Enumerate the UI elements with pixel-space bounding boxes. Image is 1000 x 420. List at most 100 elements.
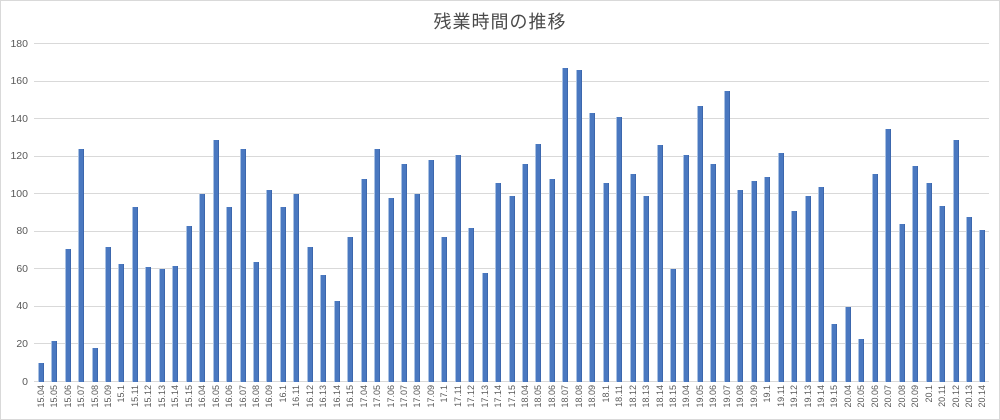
x-tick-slot: 20.1 xyxy=(922,385,935,419)
x-tick-slot: 17.12 xyxy=(465,385,478,419)
bar-18.1 xyxy=(602,182,609,382)
x-tick-label-19.06: 19.06 xyxy=(708,385,719,408)
bar-slot xyxy=(397,44,410,382)
bar-slot xyxy=(276,44,289,382)
bar-slot xyxy=(895,44,908,382)
bar-17.05 xyxy=(374,149,381,382)
x-tick-slot: 17.1 xyxy=(438,385,451,419)
bar-slot xyxy=(855,44,868,382)
bar-slot xyxy=(693,44,706,382)
x-tick-label-16.15: 16.15 xyxy=(345,385,356,408)
bar-15.13 xyxy=(158,269,165,382)
bar-15.15 xyxy=(185,226,192,382)
bar-slot xyxy=(882,44,895,382)
x-tick-label-20.1: 20.1 xyxy=(923,385,934,403)
y-tick-label-40: 40 xyxy=(16,300,28,313)
x-tick-slot: 17.05 xyxy=(370,385,383,419)
x-tick-label-17.13: 17.13 xyxy=(479,385,490,408)
x-tick-slot: 18.14 xyxy=(653,385,666,419)
x-tick-label-19.09: 19.09 xyxy=(748,385,759,408)
bar-slot xyxy=(47,44,60,382)
x-tick-label-19.07: 19.07 xyxy=(721,385,732,408)
bar-slot xyxy=(760,44,773,382)
bar-slot xyxy=(236,44,249,382)
x-tick-slot: 15.04 xyxy=(34,385,47,419)
x-tick-slot: 19.12 xyxy=(787,385,800,419)
bar-slot xyxy=(774,44,787,382)
x-tick-label-17.11: 17.11 xyxy=(452,385,463,407)
x-tick-label-18.13: 18.13 xyxy=(641,385,652,408)
y-tick-label-140: 140 xyxy=(10,112,28,125)
bar-18.11 xyxy=(616,117,623,382)
x-tick-slot: 17.13 xyxy=(478,385,491,419)
x-tick-slot: 17.11 xyxy=(451,385,464,419)
bar-17.13 xyxy=(481,273,488,382)
bar-20.05 xyxy=(858,338,865,382)
x-tick-slot: 16.07 xyxy=(236,385,249,419)
x-tick-label-18.15: 18.15 xyxy=(668,385,679,408)
bar-20.11 xyxy=(939,205,946,382)
bar-slot xyxy=(249,44,262,382)
bar-15.05 xyxy=(51,340,58,382)
bar-slot xyxy=(317,44,330,382)
bar-slot xyxy=(424,44,437,382)
x-tick-label-16.09: 16.09 xyxy=(264,385,275,408)
x-tick-label-17.06: 17.06 xyxy=(385,385,396,408)
x-tick-label-17.05: 17.05 xyxy=(372,385,383,408)
bar-slot xyxy=(707,44,720,382)
x-tick-slot: 20.14 xyxy=(976,385,989,419)
bar-16.07 xyxy=(239,149,246,382)
x-tick-label-19.12: 19.12 xyxy=(789,385,800,408)
x-tick-slot: 20.09 xyxy=(908,385,921,419)
x-tick-label-16.13: 16.13 xyxy=(318,385,329,408)
x-tick-label-20.11: 20.11 xyxy=(937,385,948,407)
x-tick-label-17.09: 17.09 xyxy=(425,385,436,408)
bar-19.14 xyxy=(818,186,824,382)
bar-slot xyxy=(841,44,854,382)
bar-slot xyxy=(680,44,693,382)
x-tick-slot: 15.08 xyxy=(88,385,101,419)
bar-slot xyxy=(505,44,518,382)
bar-slot xyxy=(962,44,975,382)
x-tick-slot: 18.11 xyxy=(612,385,625,419)
bar-18.05 xyxy=(535,143,542,382)
gridline-140 xyxy=(34,118,989,120)
x-tick-label-18.06: 18.06 xyxy=(546,385,557,408)
bar-slot xyxy=(908,44,921,382)
x-tick-label-16.04: 16.04 xyxy=(197,385,208,408)
bar-20.07 xyxy=(885,128,892,382)
x-tick-slot: 20.11 xyxy=(935,385,948,419)
x-tick-label-18.11: 18.11 xyxy=(614,385,625,407)
x-tick-label-19.14: 19.14 xyxy=(816,385,826,408)
x-tick-slot: 20.04 xyxy=(841,385,854,419)
bar-slot xyxy=(935,44,948,382)
x-tick-label-18.09: 18.09 xyxy=(587,385,598,408)
bar-slot xyxy=(88,44,101,382)
bar-slot xyxy=(74,44,87,382)
x-tick-label-15.13: 15.13 xyxy=(156,385,167,408)
x-tick-label-17.12: 17.12 xyxy=(466,385,477,408)
bar-slot xyxy=(612,44,625,382)
bar-slot xyxy=(976,44,989,382)
bar-slot xyxy=(303,44,316,382)
x-tick-label-19.13: 19.13 xyxy=(802,385,813,408)
bar-16.1 xyxy=(279,207,286,382)
x-tick-slot: 19.08 xyxy=(734,385,747,419)
x-tick-label-15.05: 15.05 xyxy=(49,385,60,408)
x-tick-slot: 16.12 xyxy=(303,385,316,419)
bar-slot xyxy=(532,44,545,382)
x-tick-label-19.08: 19.08 xyxy=(735,385,746,408)
bar-19.05 xyxy=(696,105,703,382)
bar-15.1 xyxy=(118,263,125,382)
bar-slot xyxy=(115,44,128,382)
bar-slot xyxy=(370,44,383,382)
bar-slot xyxy=(384,44,397,382)
bar-series xyxy=(34,44,989,382)
bar-slot xyxy=(451,44,464,382)
bar-slot xyxy=(465,44,478,382)
x-tick-slot: 17.14 xyxy=(491,385,504,419)
x-tick-slot: 15.07 xyxy=(74,385,87,419)
x-tick-slot: 16.1 xyxy=(276,385,289,419)
bar-slot xyxy=(411,44,424,382)
bar-16.12 xyxy=(306,246,313,382)
